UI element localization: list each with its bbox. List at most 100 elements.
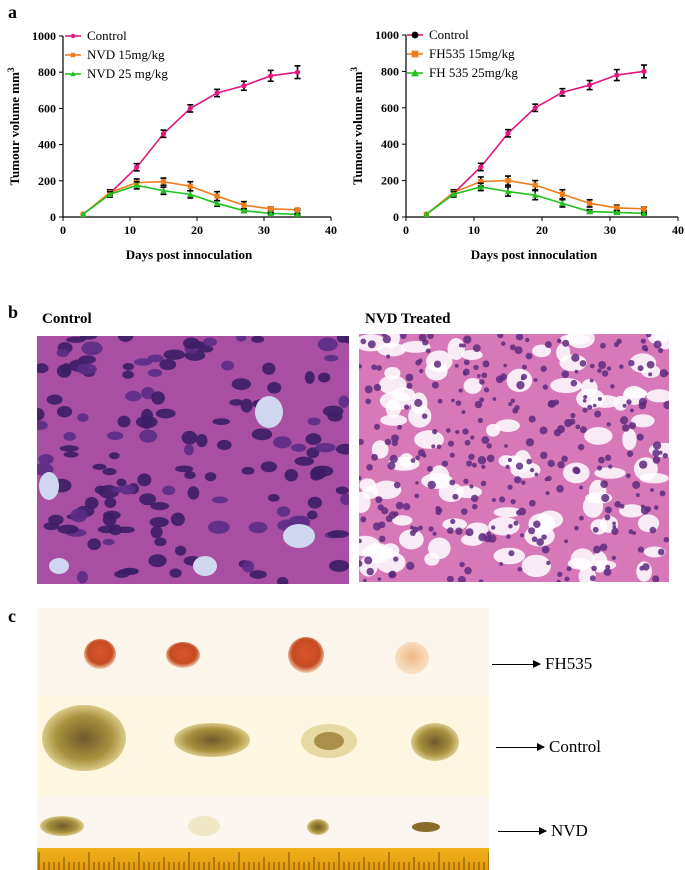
y-tick-label: 200 xyxy=(381,174,399,188)
nucleus xyxy=(450,518,456,525)
nucleus xyxy=(437,398,443,404)
nucleus xyxy=(499,373,508,381)
nucleus xyxy=(547,459,555,468)
clear-space xyxy=(488,516,520,536)
data-point xyxy=(640,210,648,216)
data-point xyxy=(187,183,193,189)
nucleus xyxy=(573,467,581,475)
nucleus xyxy=(649,526,657,534)
nucleus xyxy=(187,486,200,500)
nucleus xyxy=(477,417,483,424)
panel-letter-c: c xyxy=(8,606,16,626)
nucleus xyxy=(471,462,477,468)
nucleus xyxy=(360,338,367,345)
nucleus xyxy=(514,346,523,355)
nucleus xyxy=(499,562,504,566)
nucleus xyxy=(514,404,520,411)
legend-marker xyxy=(411,31,419,39)
nucleus xyxy=(591,565,597,572)
nucleus xyxy=(37,408,45,421)
nucleus xyxy=(598,361,607,370)
nucleus xyxy=(81,341,103,356)
nucleus xyxy=(525,438,535,447)
x-tick-label: 40 xyxy=(325,223,337,237)
panel-letter-b: b xyxy=(8,302,19,322)
nucleus xyxy=(445,428,451,433)
nucleus xyxy=(405,373,414,382)
nucleus xyxy=(650,488,654,492)
nucleus xyxy=(204,472,217,482)
nucleus xyxy=(37,363,49,374)
clear-space xyxy=(361,546,393,559)
nucleus xyxy=(548,399,556,408)
nucleus xyxy=(197,345,214,353)
nucleus xyxy=(652,441,662,450)
nucleus xyxy=(622,424,630,432)
nucleus xyxy=(491,498,496,502)
clear-space xyxy=(486,423,501,437)
nucleus xyxy=(251,428,273,441)
nucleus xyxy=(515,462,524,470)
nucleus xyxy=(376,365,382,371)
nucleus xyxy=(546,560,551,566)
y-tick-label: 1000 xyxy=(375,28,399,42)
nucleus xyxy=(447,527,454,534)
histology-treated-label: NVD Treated xyxy=(365,311,451,327)
clear-space xyxy=(399,529,424,550)
nucleus xyxy=(203,337,217,347)
nucleus xyxy=(371,453,378,461)
nucleus xyxy=(366,464,373,471)
nucleus xyxy=(600,480,609,489)
nucleus xyxy=(600,342,606,349)
nucleus xyxy=(159,358,177,371)
nucleus xyxy=(606,422,611,427)
nucleus xyxy=(324,354,339,362)
nucleus xyxy=(619,504,625,509)
nucleus xyxy=(43,522,60,531)
nucleus xyxy=(490,525,496,530)
nucleus xyxy=(418,334,427,342)
row-label-control: Control xyxy=(549,737,601,756)
nucleus xyxy=(388,571,396,579)
nucleus xyxy=(117,336,134,342)
data-point xyxy=(505,178,511,184)
nucleus xyxy=(574,525,579,531)
nucleus xyxy=(276,506,291,517)
nucleus xyxy=(417,449,426,457)
nucleus xyxy=(473,364,479,371)
nucleus xyxy=(111,486,123,493)
nucleus xyxy=(542,384,549,390)
nucleus xyxy=(336,336,349,343)
nucleus xyxy=(564,576,570,582)
nucleus xyxy=(384,438,392,446)
nucleus xyxy=(294,456,315,466)
nucleus xyxy=(393,556,399,562)
clear-space xyxy=(622,428,637,451)
nucleus xyxy=(335,486,349,495)
nucleus xyxy=(418,525,423,531)
clear-space xyxy=(380,414,408,426)
nucleus xyxy=(515,334,524,341)
nucleus xyxy=(461,410,466,415)
nucleus xyxy=(664,371,669,376)
nucleus xyxy=(505,464,510,469)
tumour-growth-chart-nvd: 0 200 400 600 800 1000 0 10 20 30 40 Days post inno… xyxy=(6,28,337,262)
nucleus xyxy=(452,493,459,500)
nucleus xyxy=(611,527,619,536)
nucleus xyxy=(482,360,490,368)
clear-space xyxy=(371,440,389,459)
y-axis-title: Tumour volume mm3 xyxy=(6,67,22,185)
nucleus xyxy=(531,536,538,543)
y-tick-label: 800 xyxy=(38,65,56,79)
nucleus xyxy=(212,496,228,504)
nucleus xyxy=(534,472,539,477)
nucleus xyxy=(455,400,462,406)
nucleus xyxy=(561,370,569,379)
nucleus xyxy=(322,405,344,417)
nucleus xyxy=(626,450,634,457)
nucleus xyxy=(365,398,372,405)
nucleus xyxy=(645,334,652,338)
nucleus xyxy=(181,430,198,445)
nucleus xyxy=(374,423,381,430)
histology-control-image xyxy=(37,336,349,584)
